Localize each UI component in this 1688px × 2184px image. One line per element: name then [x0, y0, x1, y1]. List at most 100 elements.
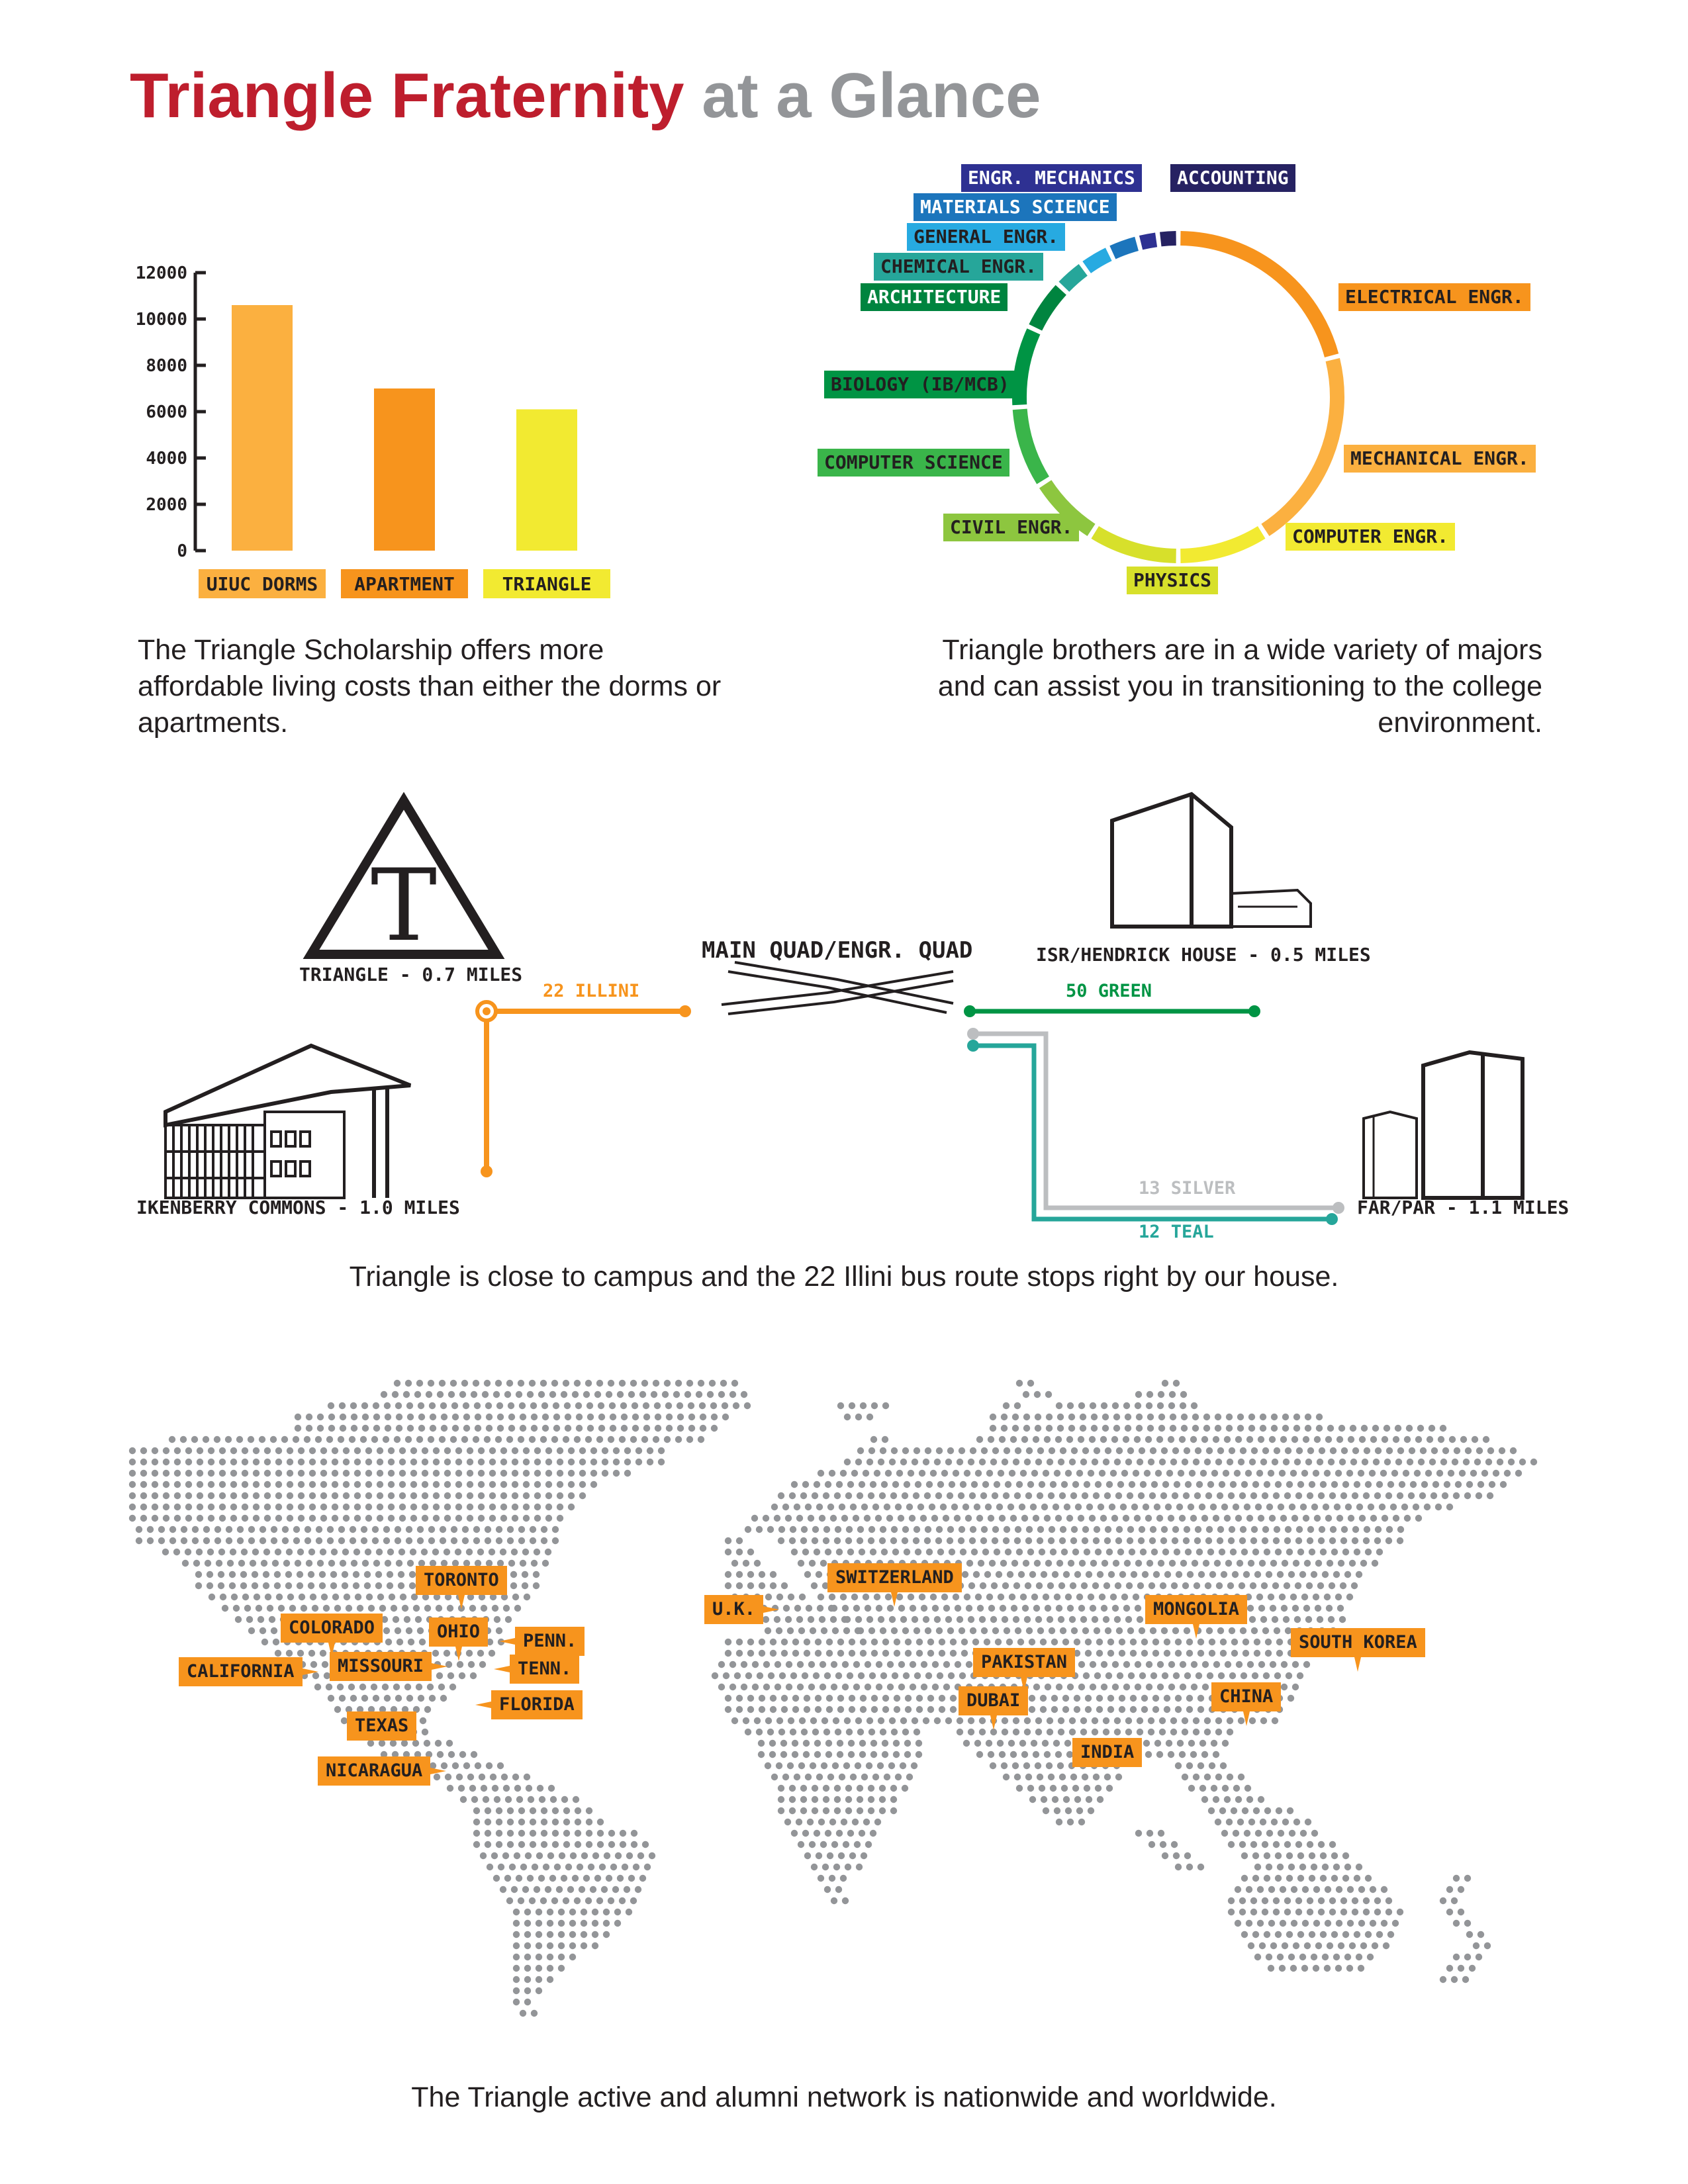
map-dot	[383, 1402, 391, 1410]
map-dot	[992, 1525, 1000, 1533]
map-dot	[1274, 1852, 1282, 1860]
ring-segment	[1180, 231, 1339, 357]
map-dot	[1045, 1390, 1053, 1398]
map-dot	[1197, 1570, 1205, 1578]
map-dot	[845, 1728, 853, 1736]
map-dot	[872, 1503, 880, 1511]
map-dot	[432, 1649, 440, 1657]
map-dot	[1084, 1706, 1092, 1713]
map-dot	[451, 1424, 459, 1432]
map-dot	[1190, 1402, 1198, 1410]
route-13-silver	[967, 1028, 1344, 1214]
map-dot	[1223, 1435, 1231, 1443]
map-dot	[1256, 1919, 1264, 1927]
pin-penn: PENN.	[498, 1627, 585, 1656]
map-dot	[762, 1615, 770, 1623]
map-dot	[533, 1886, 541, 1893]
map-dot	[824, 1548, 832, 1556]
map-dot	[1175, 1570, 1183, 1578]
map-dot	[1213, 1661, 1221, 1668]
map-dot	[849, 1852, 857, 1860]
map-dot	[827, 1773, 835, 1781]
map-dot	[731, 1717, 739, 1725]
map-dot	[898, 1683, 906, 1691]
map-dot	[896, 1469, 904, 1477]
map-dot	[471, 1796, 479, 1803]
map-dot	[1201, 1683, 1209, 1691]
map-dot	[1239, 1908, 1246, 1916]
map-dot	[1336, 1435, 1344, 1443]
map-dot	[732, 1402, 740, 1410]
map-dot	[297, 1514, 305, 1522]
map-dot	[1127, 1627, 1135, 1635]
map-dot	[336, 1683, 344, 1691]
map-dot	[777, 1784, 785, 1792]
map-dot	[168, 1435, 176, 1443]
map-dot	[1172, 1627, 1180, 1635]
map-dot	[677, 1413, 684, 1421]
map-dot	[435, 1604, 443, 1612]
map-dot	[1352, 1447, 1360, 1455]
map-dot	[406, 1402, 414, 1410]
map-dot	[785, 1661, 793, 1668]
map-dot	[491, 1852, 498, 1860]
map-dot	[874, 1514, 882, 1522]
map-dot	[855, 1717, 863, 1725]
map-dot	[819, 1661, 827, 1668]
map-dot	[467, 1661, 475, 1668]
map-dot	[238, 1559, 246, 1567]
isr-building-icon	[1110, 792, 1312, 929]
map-dot	[252, 1492, 260, 1500]
map-dot	[720, 1379, 727, 1387]
map-dot	[286, 1458, 294, 1466]
map-dot	[248, 1627, 256, 1635]
map-dot	[1091, 1615, 1099, 1623]
map-dot	[1282, 1424, 1289, 1432]
map-dot	[1357, 1469, 1365, 1477]
map-dot	[829, 1514, 837, 1522]
map-dot	[196, 1492, 204, 1500]
map-dot	[401, 1706, 409, 1713]
map-dot	[434, 1739, 442, 1747]
map-dot	[1214, 1424, 1222, 1432]
map-dot	[1210, 1784, 1218, 1792]
map-dot	[1011, 1762, 1019, 1770]
map-dot	[909, 1683, 917, 1691]
map-dot	[1017, 1638, 1025, 1646]
map-dot	[529, 1818, 537, 1826]
map-dot	[511, 1480, 519, 1488]
map-dot	[1158, 1458, 1166, 1466]
map-dot	[929, 1593, 937, 1601]
map-dot	[1233, 1784, 1241, 1792]
map-dot	[1348, 1942, 1356, 1950]
map-dot	[901, 1492, 909, 1500]
map-dot	[825, 1739, 833, 1747]
map-dot	[1323, 1964, 1331, 1972]
map-dot	[1168, 1390, 1176, 1398]
map-dot	[1327, 1458, 1335, 1466]
map-dot	[785, 1683, 793, 1691]
map-dot	[859, 1739, 867, 1747]
major-label-materials-science: MATERIALS SCIENCE	[914, 193, 1117, 221]
map-dot	[788, 1537, 796, 1545]
map-dot	[873, 1593, 881, 1601]
map-dot	[596, 1897, 604, 1905]
map-dot	[386, 1582, 394, 1590]
map-dot	[339, 1413, 347, 1421]
map-dot	[1464, 1492, 1472, 1500]
map-dot	[1287, 1694, 1295, 1702]
map-dot	[342, 1458, 350, 1466]
map-dot	[829, 1615, 837, 1623]
map-dot	[1046, 1615, 1054, 1623]
map-dot	[1174, 1762, 1182, 1770]
map-dot	[1319, 1931, 1327, 1938]
map-dot	[1036, 1773, 1044, 1781]
map-dot	[1333, 1570, 1340, 1578]
map-dot	[350, 1694, 357, 1702]
map-dot	[255, 1604, 263, 1612]
map-dot	[1353, 1548, 1361, 1556]
map-dot	[855, 1413, 863, 1421]
bar	[374, 388, 435, 551]
map-dot	[540, 1829, 548, 1837]
map-dot	[780, 1706, 788, 1713]
